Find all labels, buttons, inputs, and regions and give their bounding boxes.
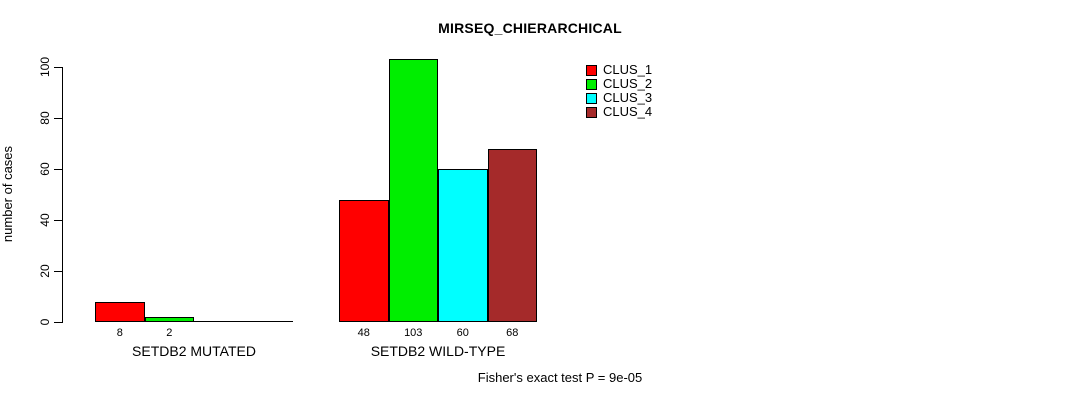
- footnote: Fisher's exact test P = 9e-05: [477, 370, 643, 385]
- legend-color-swatch: [586, 106, 597, 118]
- bar-value-label: 68: [506, 327, 519, 339]
- bar-value-label: 60: [456, 327, 469, 339]
- legend-item-clus-3: CLUS_3: [586, 91, 652, 105]
- legend-label: CLUS_4: [603, 104, 653, 119]
- y-axis-label: number of cases: [0, 145, 15, 243]
- legend-label: CLUS_1: [603, 62, 653, 77]
- legend-label: CLUS_2: [603, 76, 653, 91]
- bar-clus-3-setdb2-mutated: [194, 321, 244, 322]
- bar-clus-1-setdb2-wild-type: [339, 200, 389, 322]
- legend-color-swatch: [586, 92, 597, 104]
- y-axis-tick: [54, 322, 62, 323]
- legend-color-swatch: [586, 64, 597, 76]
- legend: CLUS_1 CLUS_2 CLUS_3 CLUS_4: [586, 63, 652, 119]
- bar-clus-2-setdb2-wild-type: [388, 59, 438, 322]
- y-axis-tick: [54, 67, 62, 68]
- y-axis-tick-label: 0: [38, 318, 52, 326]
- legend-color-swatch: [586, 78, 597, 90]
- bar-clus-4-setdb2-wild-type: [487, 149, 537, 322]
- bar-value-label: 103: [404, 327, 423, 339]
- y-axis-tick: [54, 220, 62, 221]
- y-axis-tick-label: 80: [38, 111, 52, 125]
- bar-clus-4-setdb2-mutated: [243, 321, 293, 322]
- bar-clus-1-setdb2-mutated: [95, 302, 145, 322]
- y-axis-tick: [54, 271, 62, 272]
- y-axis-tick-label: 100: [38, 56, 52, 78]
- bar-clus-2-setdb2-mutated: [144, 317, 194, 322]
- x-axis-group-label: SETDB2 WILD-TYPE: [370, 343, 506, 359]
- bar-clus-3-setdb2-wild-type: [438, 169, 488, 322]
- legend-item-clus-4: CLUS_4: [586, 105, 652, 119]
- y-axis-tick-label: 20: [38, 264, 52, 278]
- legend-item-clus-1: CLUS_1: [586, 63, 652, 77]
- y-axis-tick: [54, 118, 62, 119]
- bar-value-label: 48: [357, 327, 370, 339]
- y-axis-tick-label: 40: [38, 213, 52, 227]
- y-axis-line: [62, 67, 63, 323]
- bar-value-label: 2: [166, 327, 173, 339]
- y-axis-tick: [54, 169, 62, 170]
- bar-value-label: 8: [116, 327, 123, 339]
- legend-item-clus-2: CLUS_2: [586, 77, 652, 91]
- x-axis-group-label: SETDB2 MUTATED: [132, 343, 256, 359]
- chart-title: MIRSEQ_CHIERARCHICAL: [438, 20, 622, 36]
- y-axis-tick-label: 60: [38, 162, 52, 176]
- legend-label: CLUS_3: [603, 90, 653, 105]
